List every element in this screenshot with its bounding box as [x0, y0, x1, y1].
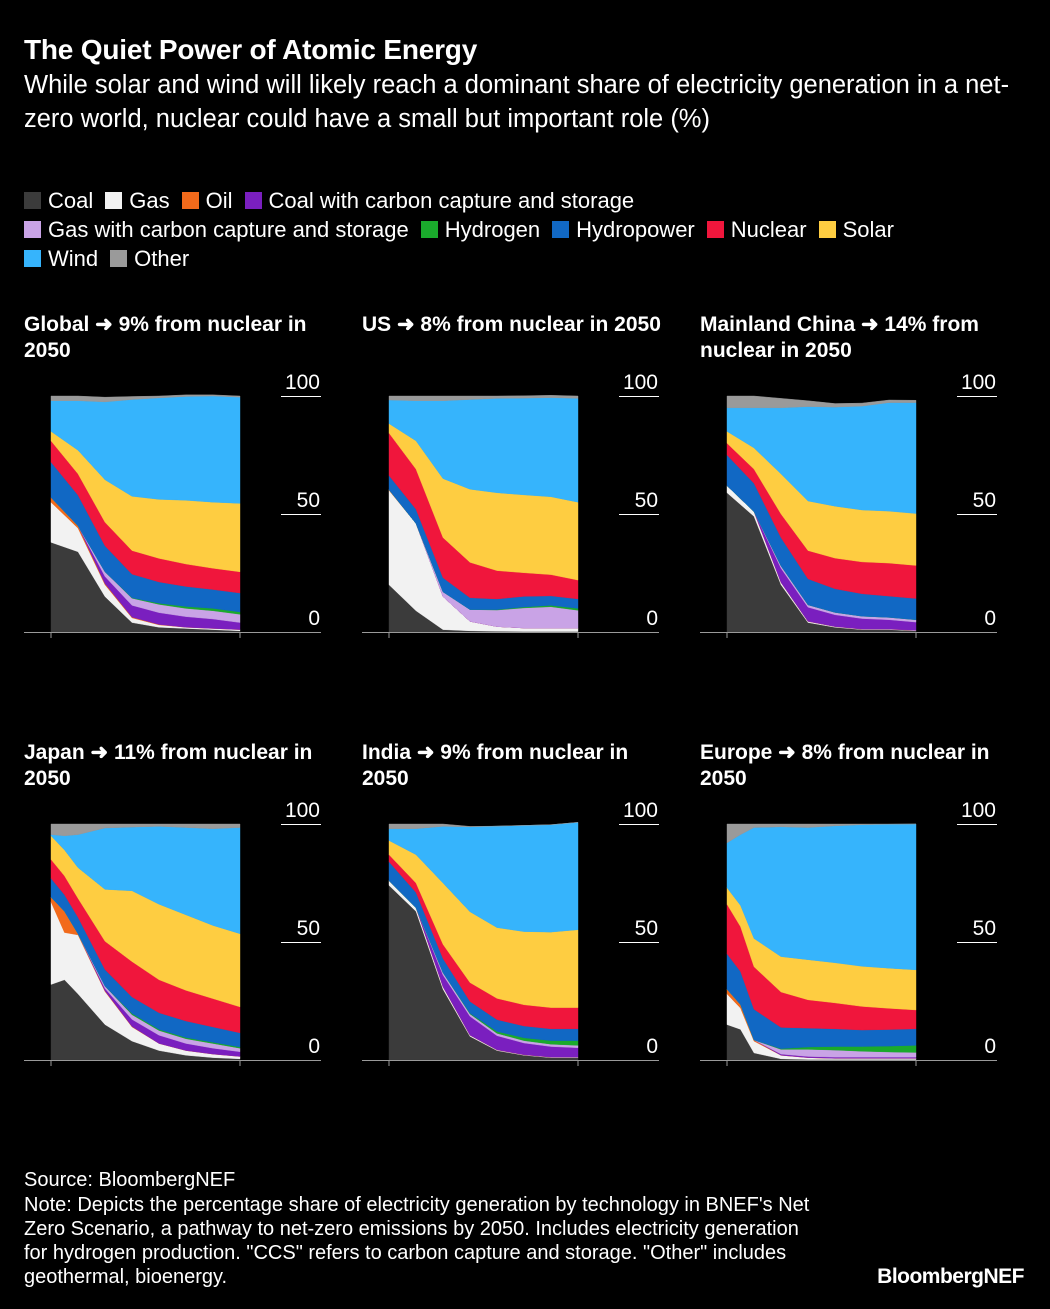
- brand-logo: BloombergNEF: [877, 1265, 1024, 1288]
- legend-label: Wind: [48, 246, 99, 271]
- legend-swatch: [24, 221, 41, 238]
- x-tick-label: 2050: [555, 1082, 602, 1085]
- y-tick-label: 100: [285, 371, 320, 394]
- area-chart: 100 50 0 2022 2050: [362, 799, 659, 1085]
- legend-label: Nuclear: [730, 217, 807, 242]
- legend-item-hydrogen: Hydrogen: [420, 215, 541, 244]
- panel-title: Mainland China ➜ 14% from nuclear in 205…: [700, 313, 979, 362]
- legend-item-other: Other: [110, 244, 189, 273]
- panel-japan: 100 50 0 2022 2050 Japan ➜ 11% from nuclear …: [24, 740, 324, 1085]
- area-chart: 100 50 0 2022 2050: [700, 371, 997, 657]
- legend-swatch: [105, 192, 123, 209]
- area-other: [50, 394, 241, 403]
- legend-item-coal: Coal: [24, 186, 93, 215]
- x-tick-label: 2022: [366, 654, 413, 657]
- y-tick-label: 100: [961, 371, 996, 394]
- note-text: Note: Depicts the percentage share of el…: [24, 1194, 810, 1288]
- y-tick-label: 50: [635, 917, 658, 940]
- y-tick-label: 50: [973, 917, 996, 940]
- x-tick-label: 2022: [704, 1082, 751, 1085]
- x-tick-label: 2050: [893, 654, 940, 657]
- y-tick-label: 0: [646, 1035, 658, 1058]
- x-tick-label: 2022: [28, 1082, 75, 1085]
- legend-swatch: [244, 192, 262, 209]
- area-chart: 100 50 0 2022 2050: [24, 799, 321, 1085]
- legend-item-wind: Wind: [24, 244, 98, 273]
- panel-us: 100 50 0 2022 2050 US ➜ 8% from nuclear in 2…: [362, 312, 662, 657]
- legend-item-oil: Oil: [181, 186, 233, 215]
- y-tick-label: 0: [984, 1035, 996, 1058]
- panel-india: 100 50 0 2022 2050 India ➜ 9% from nuclear i…: [362, 740, 662, 1085]
- area-chart: 100 50 0 2022 2050: [700, 799, 997, 1085]
- y-tick-label: 100: [961, 799, 996, 822]
- legend-label: Coal with carbon capture and storage: [268, 188, 635, 213]
- legend-item-nuclear: Nuclear: [706, 215, 807, 244]
- y-tick-label: 50: [635, 489, 658, 512]
- legend-item-coal-with-carbon-capture-and-storage: Coal with carbon capture and storage: [244, 186, 635, 215]
- legend-swatch: [420, 221, 438, 238]
- legend-label: Gas: [129, 188, 170, 213]
- x-tick-label: 2022: [366, 1082, 413, 1085]
- area-chart: 100 50 0 2022 2050: [362, 371, 659, 657]
- x-tick-label: 2050: [217, 1082, 264, 1085]
- legend-label: Solar: [842, 217, 894, 242]
- area-other: [50, 823, 241, 837]
- legend-label: Hydrogen: [444, 217, 541, 242]
- legend-swatch: [181, 192, 199, 209]
- panel-title: Global ➜ 9% from nuclear in 2050: [24, 313, 307, 362]
- panel-title: US ➜ 8% from nuclear in 2050: [362, 313, 661, 336]
- legend-swatch: [818, 221, 836, 238]
- legend: Coal Gas Oil Coal with carbon capture and s…: [24, 186, 1024, 273]
- x-tick-label: 2050: [893, 1082, 940, 1085]
- panel-global: 100 50 0 2022 2050 Global ➜ 9% from nuclear …: [24, 312, 324, 657]
- legend-swatch: [24, 250, 41, 267]
- legend-item-solar: Solar: [818, 215, 894, 244]
- y-tick-label: 0: [308, 607, 320, 630]
- panel-title: India ➜ 9% from nuclear in 2050: [362, 741, 629, 790]
- y-tick-label: 50: [973, 489, 996, 512]
- chart-title: The Quiet Power of Atomic Energy: [24, 34, 478, 65]
- legend-item-gas: Gas: [105, 186, 170, 215]
- y-tick-label: 50: [297, 489, 320, 512]
- y-tick-label: 100: [623, 799, 658, 822]
- y-tick-label: 100: [623, 371, 658, 394]
- area-other: [388, 822, 579, 829]
- y-tick-label: 50: [297, 917, 320, 940]
- legend-item-gas-with-carbon-capture-and-storage: Gas with carbon capture and storage: [24, 215, 409, 244]
- legend-label: Gas with carbon capture and storage: [48, 217, 409, 242]
- x-tick-label: 2022: [28, 654, 75, 657]
- y-tick-label: 0: [308, 1035, 320, 1058]
- x-tick-label: 2050: [217, 654, 264, 657]
- y-tick-label: 0: [646, 607, 658, 630]
- area-other: [726, 395, 917, 408]
- panel-title: Japan ➜ 11% from nuclear in 2050: [24, 741, 313, 790]
- legend-label: Oil: [205, 188, 233, 213]
- legend-label: Coal: [48, 188, 94, 213]
- x-tick-label: 2022: [704, 654, 751, 657]
- panel-title: Europe ➜ 8% from nuclear in 2050: [700, 741, 990, 790]
- area-other: [388, 395, 579, 401]
- area-other: [726, 823, 917, 844]
- area-chart: 100 50 0 2022 2050: [24, 371, 321, 657]
- panel-europe: 100 50 0 2022 2050 Europe ➜ 8% from nuclear …: [700, 740, 1000, 1085]
- y-tick-label: 100: [285, 799, 320, 822]
- legend-label: Hydropower: [576, 217, 695, 242]
- legend-label: Other: [134, 246, 190, 271]
- source-text: Source: BloombergNEF: [24, 1169, 236, 1191]
- legend-swatch: [110, 250, 128, 267]
- chart-subtitle: While solar and wind will likely reach a…: [24, 71, 1010, 133]
- legend-item-hydropower: Hydropower: [552, 215, 695, 244]
- legend-swatch: [706, 221, 724, 238]
- panel-mainland-china: 100 50 0 2022 2050 Mainland China ➜ 14% from…: [700, 312, 1000, 657]
- y-tick-label: 0: [984, 607, 996, 630]
- legend-swatch: [552, 221, 570, 238]
- x-tick-label: 2050: [555, 654, 602, 657]
- legend-swatch: [24, 192, 41, 209]
